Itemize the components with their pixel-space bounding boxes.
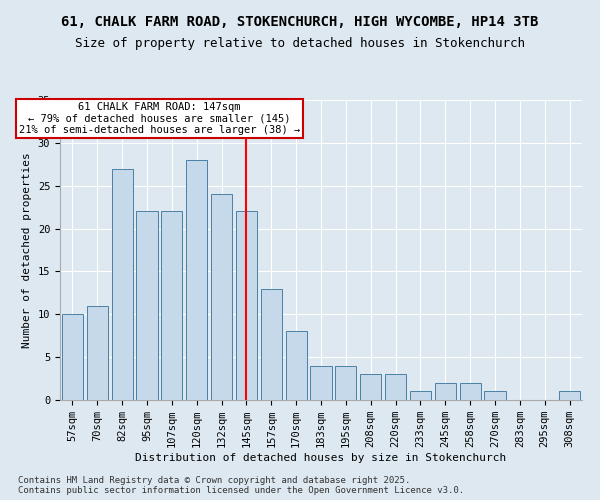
Bar	[484, 392, 506, 400]
Bar	[335, 366, 356, 400]
Bar	[112, 168, 133, 400]
Bar	[410, 392, 431, 400]
Bar	[286, 332, 307, 400]
Bar	[460, 383, 481, 400]
Bar	[236, 212, 257, 400]
Bar	[310, 366, 332, 400]
Text: Size of property relative to detached houses in Stokenchurch: Size of property relative to detached ho…	[75, 38, 525, 51]
Y-axis label: Number of detached properties: Number of detached properties	[22, 152, 32, 348]
Bar	[62, 314, 83, 400]
Text: 61, CHALK FARM ROAD, STOKENCHURCH, HIGH WYCOMBE, HP14 3TB: 61, CHALK FARM ROAD, STOKENCHURCH, HIGH …	[61, 15, 539, 29]
X-axis label: Distribution of detached houses by size in Stokenchurch: Distribution of detached houses by size …	[136, 453, 506, 463]
Text: 61 CHALK FARM ROAD: 147sqm
← 79% of detached houses are smaller (145)
21% of sem: 61 CHALK FARM ROAD: 147sqm ← 79% of deta…	[19, 102, 300, 135]
Bar	[161, 212, 182, 400]
Bar	[136, 212, 158, 400]
Bar	[385, 374, 406, 400]
Bar	[559, 392, 580, 400]
Bar	[87, 306, 108, 400]
Bar	[360, 374, 381, 400]
Bar	[186, 160, 207, 400]
Text: Contains HM Land Registry data © Crown copyright and database right 2025.
Contai: Contains HM Land Registry data © Crown c…	[18, 476, 464, 495]
Bar	[211, 194, 232, 400]
Bar	[435, 383, 456, 400]
Bar	[261, 288, 282, 400]
